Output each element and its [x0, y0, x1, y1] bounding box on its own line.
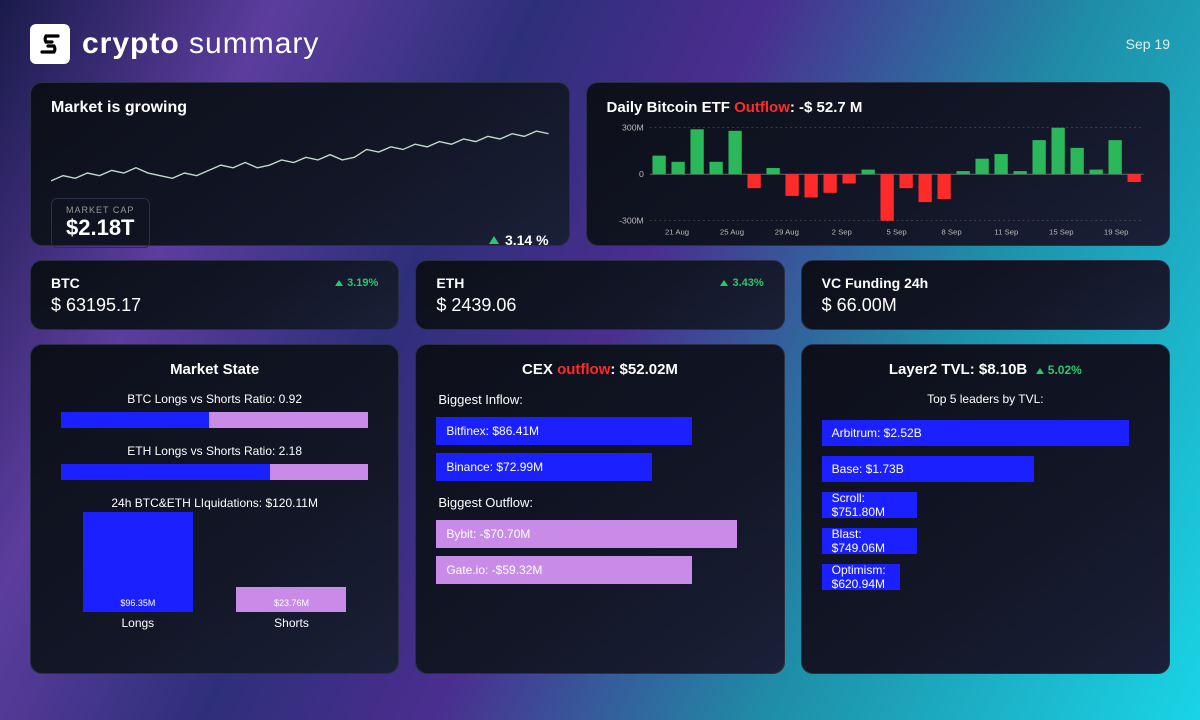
price-value: $ 63195.17	[51, 295, 378, 316]
price-symbol: VC Funding 24h	[822, 275, 929, 291]
market-title: Market is growing	[51, 99, 549, 117]
price-card-eth: ETH 3.43% $ 2439.06	[415, 260, 784, 330]
up-icon	[1036, 368, 1044, 374]
svg-text:11 Sep: 11 Sep	[994, 227, 1018, 236]
logo: crypto summary	[30, 24, 319, 64]
cex-bar: Bybit: -$70.70M	[436, 520, 737, 548]
btc-ratio-label: BTC Longs vs Shorts Ratio: 0.92	[51, 392, 378, 406]
svg-text:-300M: -300M	[619, 216, 644, 226]
cex-bar: Binance: $72.99M	[436, 453, 652, 481]
tvl-bar: Base: $1.73B	[822, 456, 1035, 482]
cex-inflow-label: Biggest Inflow:	[438, 392, 761, 407]
svg-text:15 Sep: 15 Sep	[1049, 227, 1074, 236]
market-state-card: Market State BTC Longs vs Shorts Ratio: …	[30, 344, 399, 674]
market-cap-box: MARKET CAP $2.18T	[51, 198, 150, 248]
svg-text:8 Sep: 8 Sep	[941, 227, 961, 236]
price-symbol: BTC	[51, 275, 80, 291]
liq-col-shorts: $23.76MShorts	[236, 587, 346, 630]
header: crypto summary Sep 19	[30, 24, 1170, 64]
etf-bar-chart: 300M 0 -300M 21 Aug 25 Aug 29 Aug 2 Sep 5 Sep 8 …	[607, 122, 1149, 240]
eth-ratio-bar	[61, 464, 368, 480]
svg-text:0: 0	[639, 169, 644, 179]
svg-text:19 Sep: 19 Sep	[1103, 227, 1128, 236]
price-pct: 3.19%	[335, 277, 378, 289]
cex-bar: Bitfinex: $86.41M	[436, 417, 691, 445]
up-icon	[720, 280, 728, 286]
header-date: Sep 19	[1126, 36, 1170, 52]
market-cap-pct: 3.14 %	[489, 232, 549, 248]
logo-icon	[30, 24, 70, 64]
price-symbol: ETH	[436, 275, 464, 291]
svg-text:5 Sep: 5 Sep	[886, 227, 906, 236]
up-icon	[335, 280, 343, 286]
cex-card: CEX outflow: $52.02M Biggest Inflow: Bit…	[415, 344, 784, 674]
market-state-title: Market State	[51, 361, 378, 378]
price-value: $ 66.00M	[822, 295, 1149, 316]
tvl-card: Layer2 TVL: $8.10B 5.02% Top 5 leaders b…	[801, 344, 1170, 674]
price-card-vc-funding-24h: VC Funding 24h $ 66.00M	[801, 260, 1170, 330]
liq-col-longs: $96.35MLongs	[83, 512, 193, 630]
up-icon	[489, 236, 499, 244]
btc-ratio-bar	[61, 412, 368, 428]
price-value: $ 2439.06	[436, 295, 763, 316]
market-cap-card: Market is growing MARKET CAP $2.18T 3.14…	[30, 82, 570, 246]
svg-text:300M: 300M	[622, 123, 644, 133]
price-card-btc: BTC 3.19% $ 63195.17	[30, 260, 399, 330]
market-cap-label: MARKET CAP	[66, 205, 135, 215]
eth-ratio-label: ETH Longs vs Shorts Ratio: 2.18	[51, 444, 378, 458]
price-pct: 3.43%	[720, 277, 763, 289]
brand-text: crypto summary	[82, 27, 319, 61]
tvl-bar: Arbitrum: $2.52B	[822, 420, 1130, 446]
market-sparkline	[51, 125, 549, 187]
tvl-title: Layer2 TVL: $8.10B 5.02%	[822, 361, 1149, 378]
tvl-bar: Blast: $749.06M	[822, 528, 917, 554]
tvl-bar: Optimism: $620.94M	[822, 564, 901, 590]
svg-text:29 Aug: 29 Aug	[774, 227, 798, 236]
svg-text:25 Aug: 25 Aug	[719, 227, 743, 236]
cex-bar: Gate.io: -$59.32M	[436, 556, 691, 584]
svg-text:2 Sep: 2 Sep	[831, 227, 851, 236]
cex-title: CEX outflow: $52.02M	[436, 361, 763, 378]
etf-card: Daily Bitcoin ETF Outflow: -$ 52.7 M 300…	[586, 82, 1170, 246]
liq-label: 24h BTC&ETH LIquidations: $120.11M	[51, 496, 378, 510]
tvl-bar: Scroll: $751.80M	[822, 492, 917, 518]
etf-title: Daily Bitcoin ETF Outflow: -$ 52.7 M	[607, 99, 1149, 116]
tvl-sub: Top 5 leaders by TVL:	[822, 392, 1149, 406]
market-cap-value: $2.18T	[66, 215, 135, 241]
svg-text:21 Aug: 21 Aug	[665, 227, 689, 236]
cex-outflow-label: Biggest Outflow:	[438, 495, 761, 510]
